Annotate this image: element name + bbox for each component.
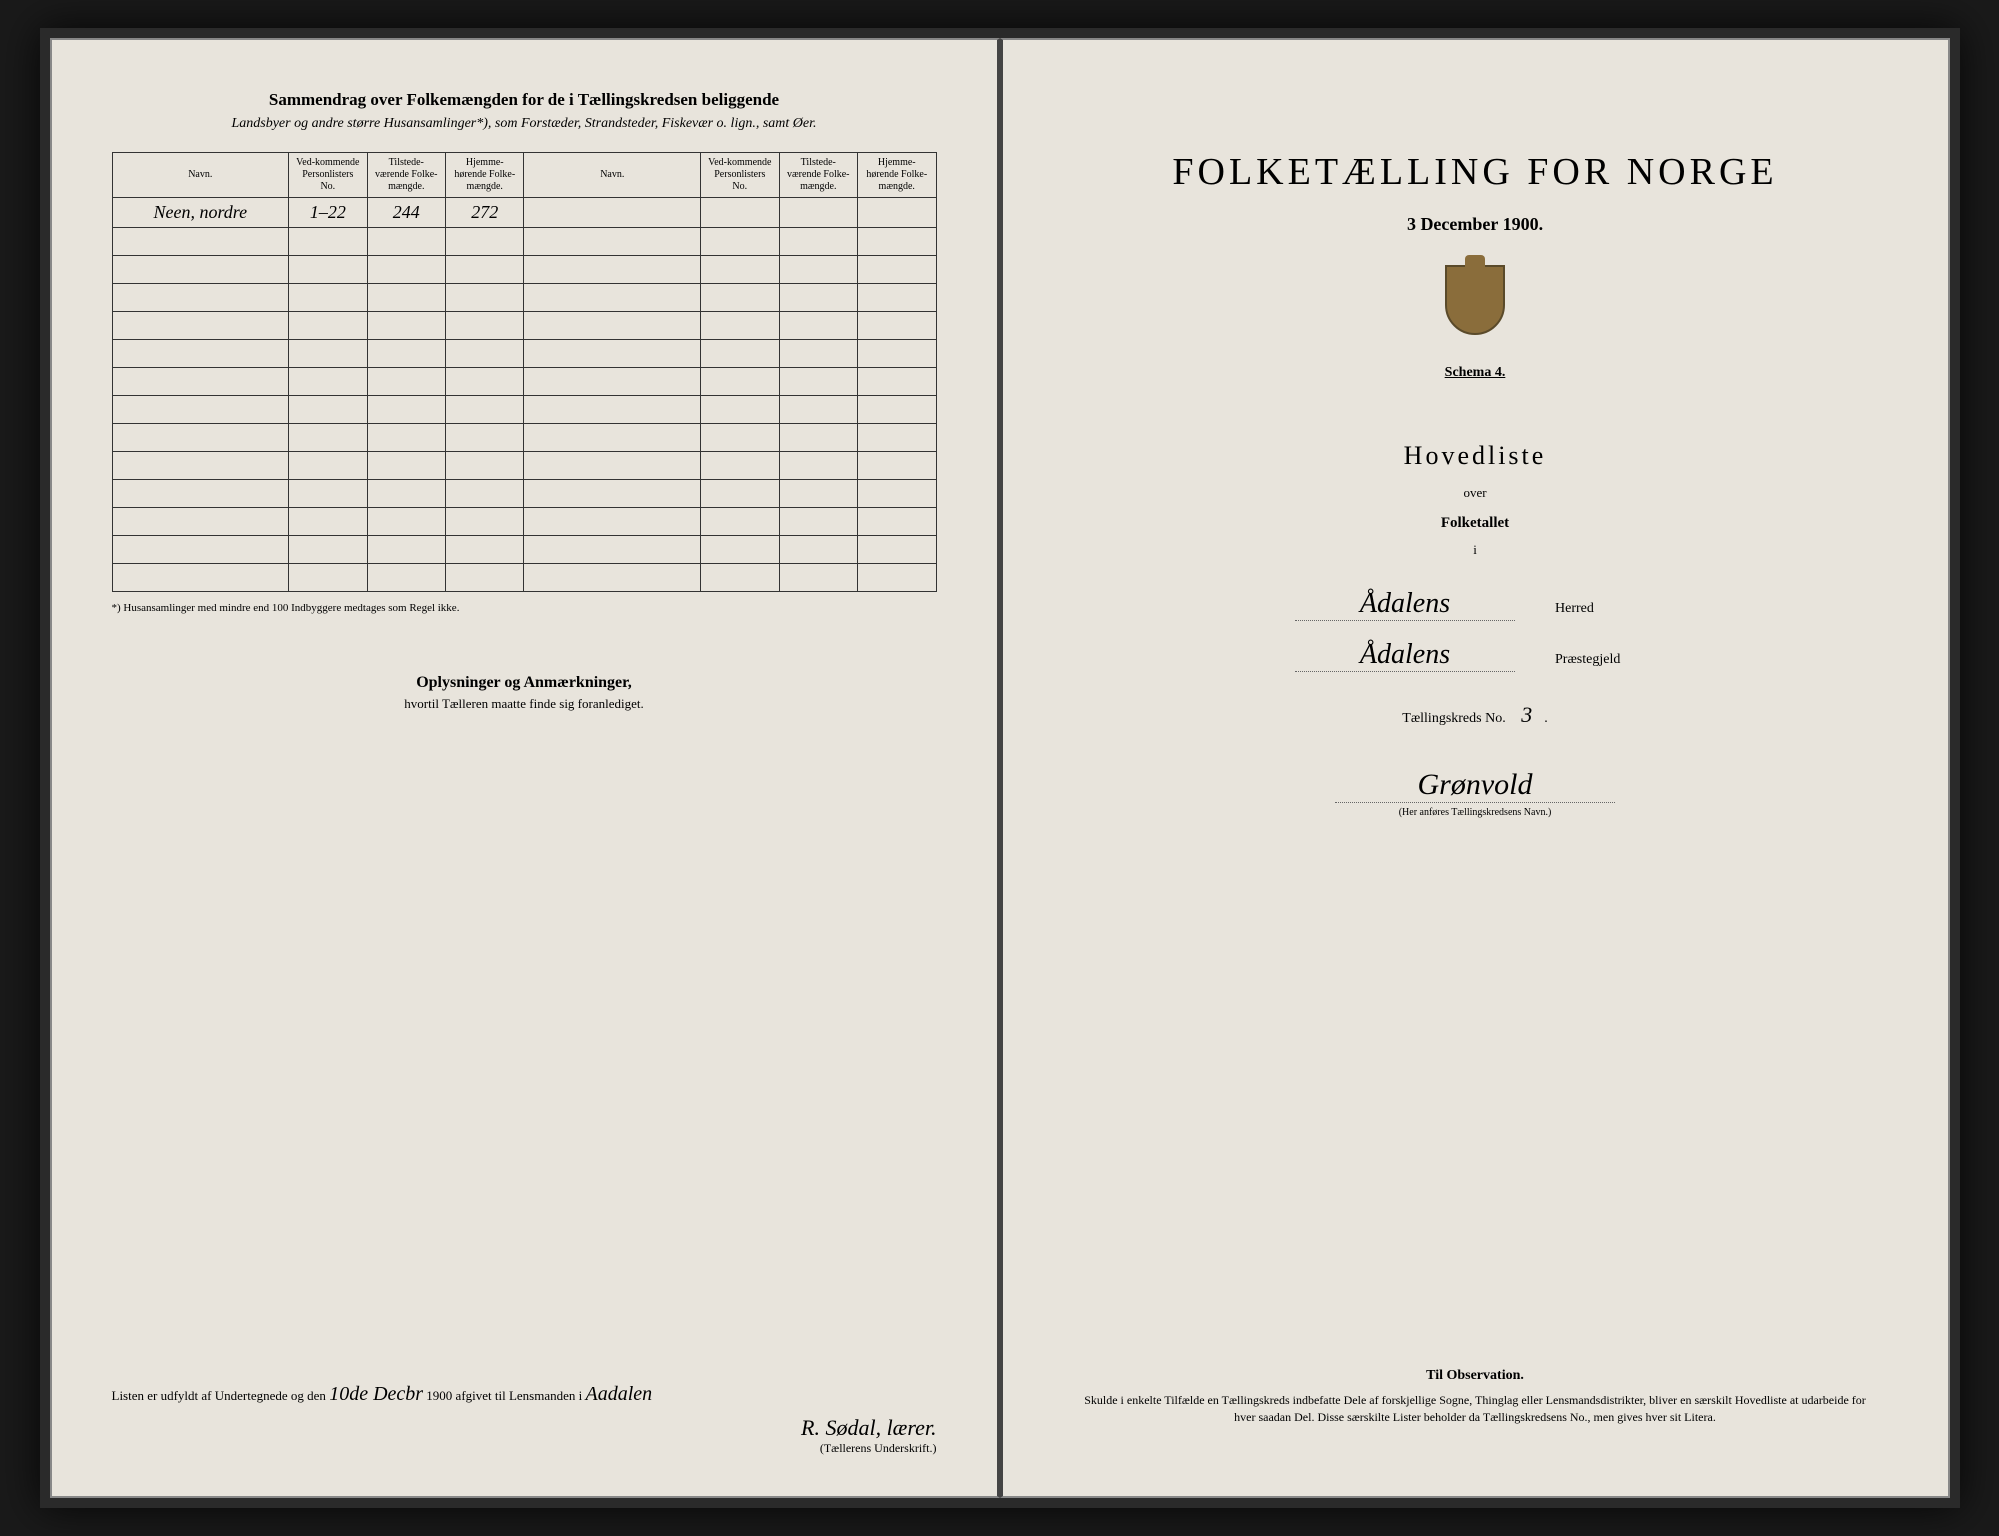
prest-label: Præstegjeld [1555,652,1655,668]
district-name: Grønvold [1335,768,1615,803]
census-date: 3 December 1900. [1063,214,1888,235]
over-label: over [1063,485,1888,501]
bottom-prefix: Listen er udfyldt af Undertegnede og den [112,1388,326,1403]
col-vedk-2: Ved-kommende Personlisters No. [701,153,779,198]
col-hjem: Hjemme-hørende Folke-mængde. [446,153,524,198]
book-spread: Sammendrag over Folkemængden for de i Tæ… [40,28,1960,1508]
completion-line: Listen er udfyldt af Undertegnede og den… [112,1383,937,1406]
summary-title: Sammendrag over Folkemængden for de i Tæ… [112,90,937,110]
bottom-place: Aadalen [586,1383,653,1405]
bottom-date: 10de Decbr [329,1383,423,1405]
bottom-mid: afgivet til Lensmanden i [456,1388,583,1403]
col-hjem-2: Hjemme-hørende Folke-mængde. [858,153,937,198]
district-block: Grønvold (Her anføres Tællingskredsens N… [1063,768,1888,818]
prest-value: Ådalens [1295,639,1515,672]
cell-navn: Neen, nordre [112,198,289,228]
remarks-sub: hvortil Tælleren maatte finde sig foranl… [112,696,937,712]
coat-of-arms-icon [1445,265,1505,335]
footnote: *) Husansamlinger med mindre end 100 Ind… [112,602,937,614]
main-title: FOLKETÆLLING FOR NORGE [1063,150,1888,194]
table-row: Neen, nordre 1–22 244 272 [112,198,936,228]
signature: R. Sødal, lærer. [52,1415,937,1441]
observation-block: Til Observation. Skulde i enkelte Tilfæl… [1083,1368,1868,1426]
table-body: Neen, nordre 1–22 244 272 [112,198,936,592]
kreds-line: Tællingskreds No. 3. [1063,702,1888,728]
col-tilst-2: Tilstede-værende Folke-mængde. [779,153,857,198]
cell-tilst: 244 [367,198,445,228]
bottom-year: 1900 [426,1388,452,1403]
cell-hjem: 272 [446,198,524,228]
prestegjeld-line: Ådalens Præstegjeld [1063,639,1888,672]
summary-subtitle: Landsbyer og andre større Husansamlinger… [112,116,937,132]
signature-label: (Tællerens Underskrift.) [820,1441,937,1455]
remarks-section: Oplysninger og Anmærkninger, hvortil Tæl… [112,674,937,712]
hovedliste: Hovedliste [1063,441,1888,471]
herred-line: Ådalens Herred [1063,588,1888,621]
remarks-title: Oplysninger og Anmærkninger, [112,674,937,692]
right-page: FOLKETÆLLING FOR NORGE 3 December 1900. … [1000,38,1950,1498]
kreds-number: 3 [1521,702,1532,727]
col-navn: Navn. [112,153,289,198]
obs-body: Skulde i enkelte Tilfælde en Tællingskre… [1083,1392,1868,1426]
col-vedk: Ved-kommende Personlisters No. [289,153,367,198]
i-label: i [1063,542,1888,558]
herred-label: Herred [1555,601,1655,617]
cell-vedk: 1–22 [289,198,367,228]
folketallet: Folketallet [1063,515,1888,532]
district-note: (Her anføres Tællingskredsens Navn.) [1063,807,1888,818]
col-navn-2: Navn. [524,153,701,198]
summary-table: Navn. Ved-kommende Personlisters No. Til… [112,152,937,592]
obs-title: Til Observation. [1083,1368,1868,1384]
herred-value: Ådalens [1295,588,1515,621]
summary-header: Sammendrag over Folkemængden for de i Tæ… [112,90,937,132]
col-tilst: Tilstede-værende Folke-mængde. [367,153,445,198]
kreds-label: Tællingskreds No. [1402,711,1505,726]
schema-label: Schema 4. [1063,365,1888,381]
left-page: Sammendrag over Folkemængden for de i Tæ… [50,38,1000,1498]
signature-block: R. Sødal, lærer. (Tællerens Underskrift.… [52,1415,937,1456]
